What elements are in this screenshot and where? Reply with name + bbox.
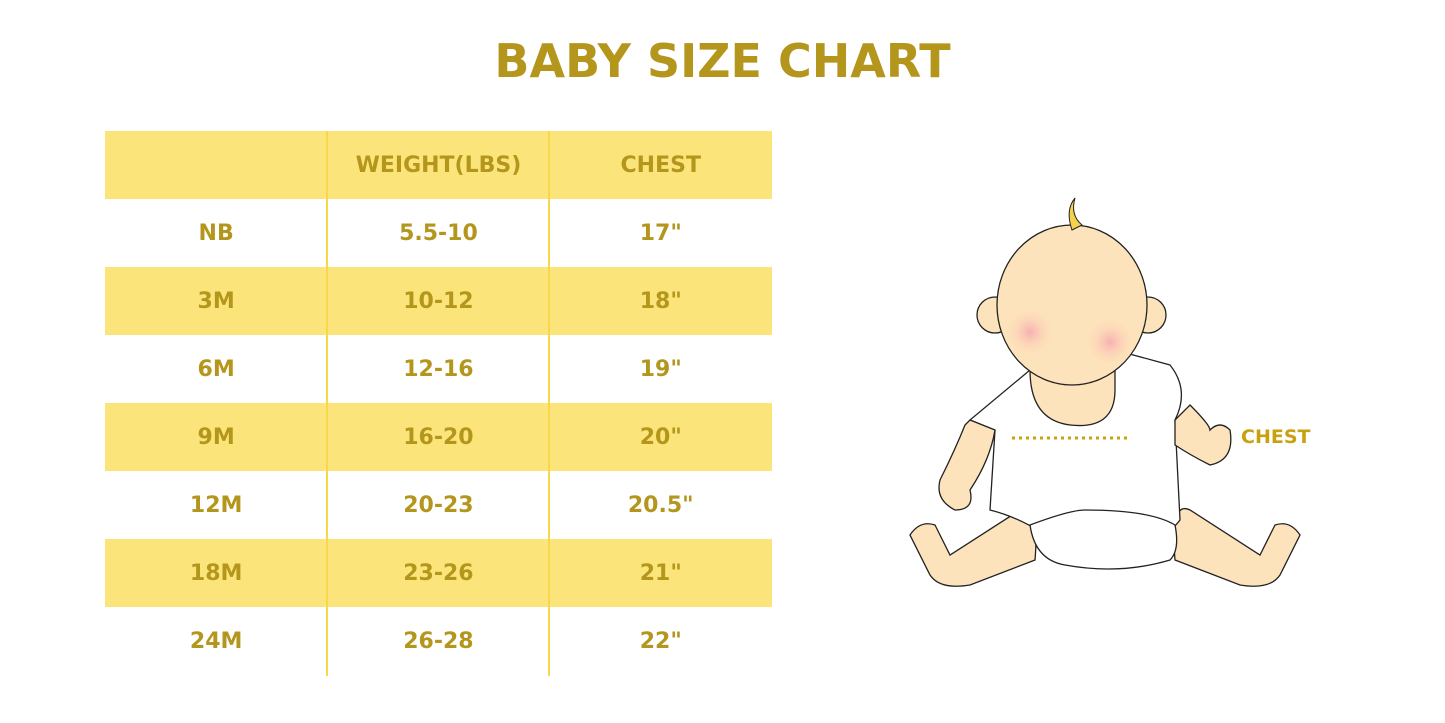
- weight-cell: 20-23: [403, 492, 474, 518]
- chest-cell: 21": [639, 560, 682, 586]
- size-cell: 6M: [197, 356, 235, 382]
- size-cell: 12M: [189, 492, 243, 518]
- page-title: BABY SIZE CHART: [494, 34, 951, 88]
- table-row: 18M 23-26 21": [105, 539, 772, 607]
- weight-cell: 23-26: [403, 560, 474, 586]
- chest-cell: 18": [639, 288, 682, 314]
- size-cell: 18M: [189, 560, 243, 586]
- table-row: 3M 10-12 18": [105, 267, 772, 335]
- table-row: 24M 26-28 22": [105, 607, 772, 675]
- size-cell: 9M: [197, 424, 235, 450]
- table-row: NB 5.5-10 17": [105, 199, 772, 267]
- table-row: 12M 20-23 20.5": [105, 471, 772, 539]
- chest-cell: 22": [639, 628, 682, 654]
- chest-cell: 17": [639, 220, 682, 246]
- table-row: 9M 16-20 20": [105, 403, 772, 471]
- column-divider: [548, 131, 550, 676]
- size-cell: 24M: [189, 628, 243, 654]
- size-cell: NB: [198, 220, 234, 246]
- chest-label: CHEST: [1241, 426, 1311, 448]
- weight-cell: 26-28: [403, 628, 474, 654]
- weight-cell: 10-12: [403, 288, 474, 314]
- size-cell: 3M: [197, 288, 235, 314]
- table-header-row: WEIGHT(LBS) CHEST: [105, 131, 772, 199]
- size-table: WEIGHT(LBS) CHEST NB 5.5-10 17" 3M 10-12…: [105, 131, 772, 675]
- chest-cell: 19": [639, 356, 682, 382]
- chest-cell: 20": [639, 424, 682, 450]
- baby-illustration: [909, 197, 1301, 587]
- header-weight: WEIGHT(LBS): [355, 152, 522, 178]
- weight-cell: 12-16: [403, 356, 474, 382]
- column-divider: [326, 131, 328, 676]
- chest-cell: 20.5": [627, 492, 694, 518]
- table-row: 6M 12-16 19": [105, 335, 772, 403]
- weight-cell: 16-20: [403, 424, 474, 450]
- weight-cell: 5.5-10: [399, 220, 478, 246]
- header-chest: CHEST: [620, 152, 701, 178]
